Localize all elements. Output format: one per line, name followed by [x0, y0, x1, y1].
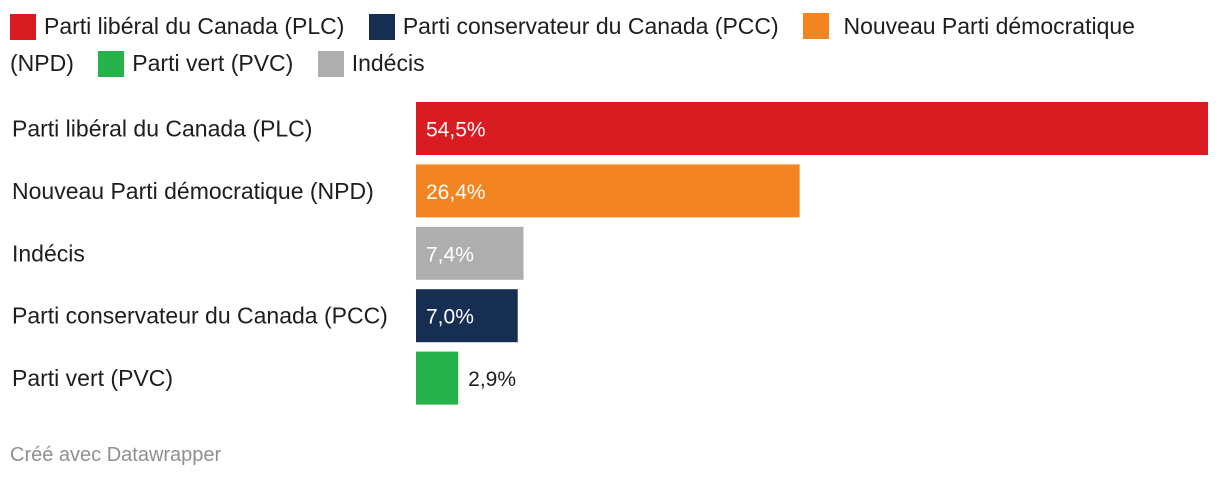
- value-label-nouveau-parti-democratique-npd: 26,4%: [426, 181, 486, 204]
- value-label-parti-conservateur-du-canada-pcc: 7,0%: [426, 306, 474, 329]
- bar-parti-vert-pvc: [416, 351, 459, 405]
- legend-swatch-plc: [10, 13, 36, 40]
- bar-parti-liberal-du-canada-plc: [416, 102, 1208, 155]
- value-label-parti-vert-pvc: 2,9%: [468, 368, 516, 391]
- category-label-nouveau-parti-democratique-npd: Nouveau Parti démocratique (NPD): [12, 178, 374, 204]
- chart-legend: Parti libéral du Canada (PLC) Parti cons…: [10, 8, 1200, 82]
- legend-swatch-pcc: [368, 13, 395, 40]
- value-label-parti-liberal-du-canada-plc: 54,5%: [426, 119, 486, 142]
- category-label-parti-liberal-du-canada-plc: Parti libéral du Canada (PLC): [12, 116, 312, 142]
- footer-credit: Créé avec Datawrapper: [10, 444, 222, 466]
- category-label-parti-vert-pvc: Parti vert (PVC): [12, 365, 173, 391]
- legend-swatch-indecis: [317, 50, 344, 77]
- legend-swatch-pvc: [98, 50, 125, 77]
- legend-item-plc: Parti libéral du Canada (PLC): [10, 8, 344, 45]
- bar-parti-conservateur-du-canada-pcc: [416, 289, 518, 343]
- legend-label-pvc: Parti vert (PVC): [132, 50, 294, 76]
- bar-nouveau-parti-democratique-npd: [416, 164, 800, 218]
- legend-item-npd: Nouveau Parti démocratique (NPD): [10, 13, 1135, 76]
- category-label-indecis: Indécis: [12, 240, 85, 266]
- legend-item-pcc: Parti conservateur du Canada (PCC): [368, 8, 779, 45]
- legend-label-npd: Nouveau Parti démocratique (NPD): [10, 13, 1135, 76]
- legend-label-pcc: Parti conservateur du Canada (PCC): [402, 13, 779, 39]
- value-label-indecis: 7,4%: [426, 243, 474, 266]
- legend-item-pvc: Parti vert (PVC): [98, 45, 293, 82]
- legend-label-plc: Parti libéral du Canada (PLC): [44, 13, 345, 39]
- legend-swatch-npd: [803, 13, 830, 39]
- legend-label-indecis: Indécis: [351, 50, 425, 76]
- legend-item-indecis: Indécis: [317, 45, 425, 82]
- category-label-parti-conservateur-du-canada-pcc: Parti conservateur du Canada (PCC): [12, 303, 388, 329]
- bar-indecis: [416, 226, 524, 280]
